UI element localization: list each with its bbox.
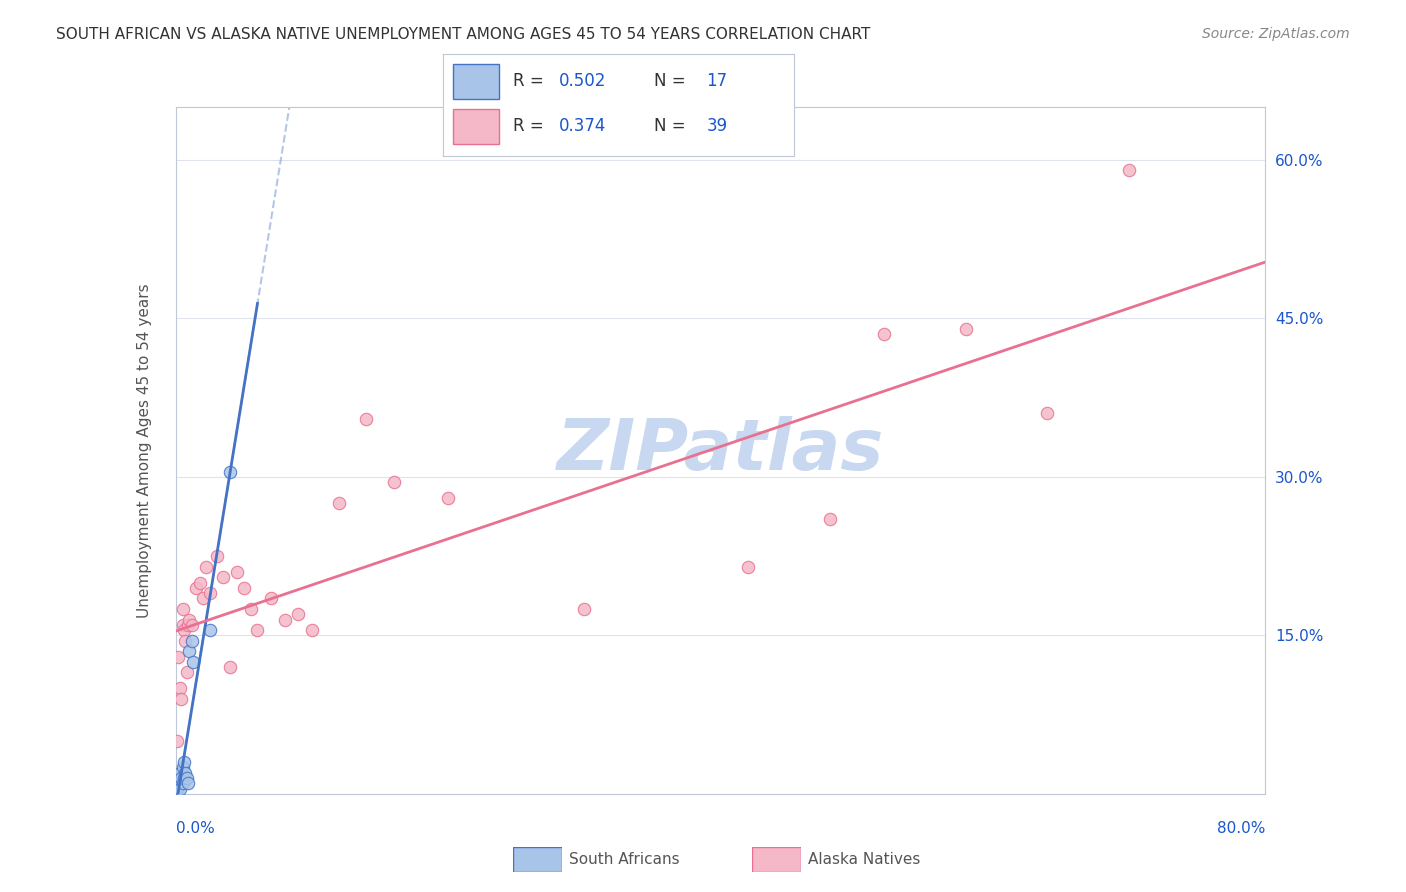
Point — [179, 644, 201, 658]
Point — [176, 665, 198, 680]
Point — [172, 776, 194, 790]
Point — [382, 475, 405, 490]
Point — [172, 617, 194, 632]
Text: 0.502: 0.502 — [560, 72, 606, 90]
Point — [818, 512, 841, 526]
Point — [212, 570, 235, 584]
Point — [174, 765, 197, 780]
Point — [219, 465, 242, 479]
Point — [198, 586, 221, 600]
Bar — [453, 109, 499, 144]
Point — [181, 617, 204, 632]
Point — [173, 623, 195, 637]
Point — [172, 602, 194, 616]
Point — [172, 760, 194, 774]
Point — [301, 623, 323, 637]
Point — [183, 655, 205, 669]
Point — [260, 591, 283, 606]
Point — [246, 623, 269, 637]
Point — [239, 602, 262, 616]
Text: ZIPatlas: ZIPatlas — [557, 416, 884, 485]
Point — [169, 681, 191, 696]
Point — [169, 765, 191, 780]
Text: R =: R = — [513, 118, 550, 136]
Point — [356, 411, 378, 425]
Text: R =: R = — [513, 72, 550, 90]
Point — [169, 781, 191, 796]
Text: N =: N = — [654, 72, 690, 90]
Point — [174, 633, 197, 648]
Point — [173, 771, 195, 785]
Point — [166, 734, 188, 748]
Text: 80.0%: 80.0% — [1218, 822, 1265, 837]
Point — [177, 617, 200, 632]
Point — [188, 575, 211, 590]
Point — [179, 613, 201, 627]
Point — [205, 549, 228, 563]
Text: Source: ZipAtlas.com: Source: ZipAtlas.com — [1202, 27, 1350, 41]
Point — [274, 613, 297, 627]
Text: South Africans: South Africans — [569, 853, 681, 867]
Point — [170, 691, 193, 706]
Point — [219, 660, 242, 674]
Point — [1036, 407, 1059, 421]
Text: Alaska Natives: Alaska Natives — [808, 853, 921, 867]
Point — [170, 771, 193, 785]
Point — [287, 607, 309, 622]
Text: N =: N = — [654, 118, 690, 136]
Point — [198, 623, 221, 637]
Text: SOUTH AFRICAN VS ALASKA NATIVE UNEMPLOYMENT AMONG AGES 45 TO 54 YEARS CORRELATIO: SOUTH AFRICAN VS ALASKA NATIVE UNEMPLOYM… — [56, 27, 870, 42]
Point — [232, 581, 254, 595]
Point — [167, 776, 190, 790]
Y-axis label: Unemployment Among Ages 45 to 54 years: Unemployment Among Ages 45 to 54 years — [138, 283, 152, 618]
Point — [437, 491, 460, 505]
Point — [328, 496, 350, 510]
Point — [166, 781, 188, 796]
Text: 0.374: 0.374 — [560, 118, 606, 136]
Point — [226, 565, 249, 579]
Point — [191, 591, 214, 606]
Point — [955, 322, 977, 336]
Point — [177, 776, 200, 790]
Point — [574, 602, 596, 616]
Point — [181, 633, 204, 648]
Point — [873, 327, 896, 342]
Point — [1118, 163, 1140, 178]
Point — [194, 559, 217, 574]
Point — [737, 559, 759, 574]
Point — [173, 755, 195, 769]
Point — [167, 649, 190, 664]
Point — [186, 581, 208, 595]
Point — [176, 771, 198, 785]
Bar — [453, 64, 499, 99]
Text: 17: 17 — [706, 72, 728, 90]
Text: 0.0%: 0.0% — [176, 822, 215, 837]
Text: 39: 39 — [706, 118, 728, 136]
